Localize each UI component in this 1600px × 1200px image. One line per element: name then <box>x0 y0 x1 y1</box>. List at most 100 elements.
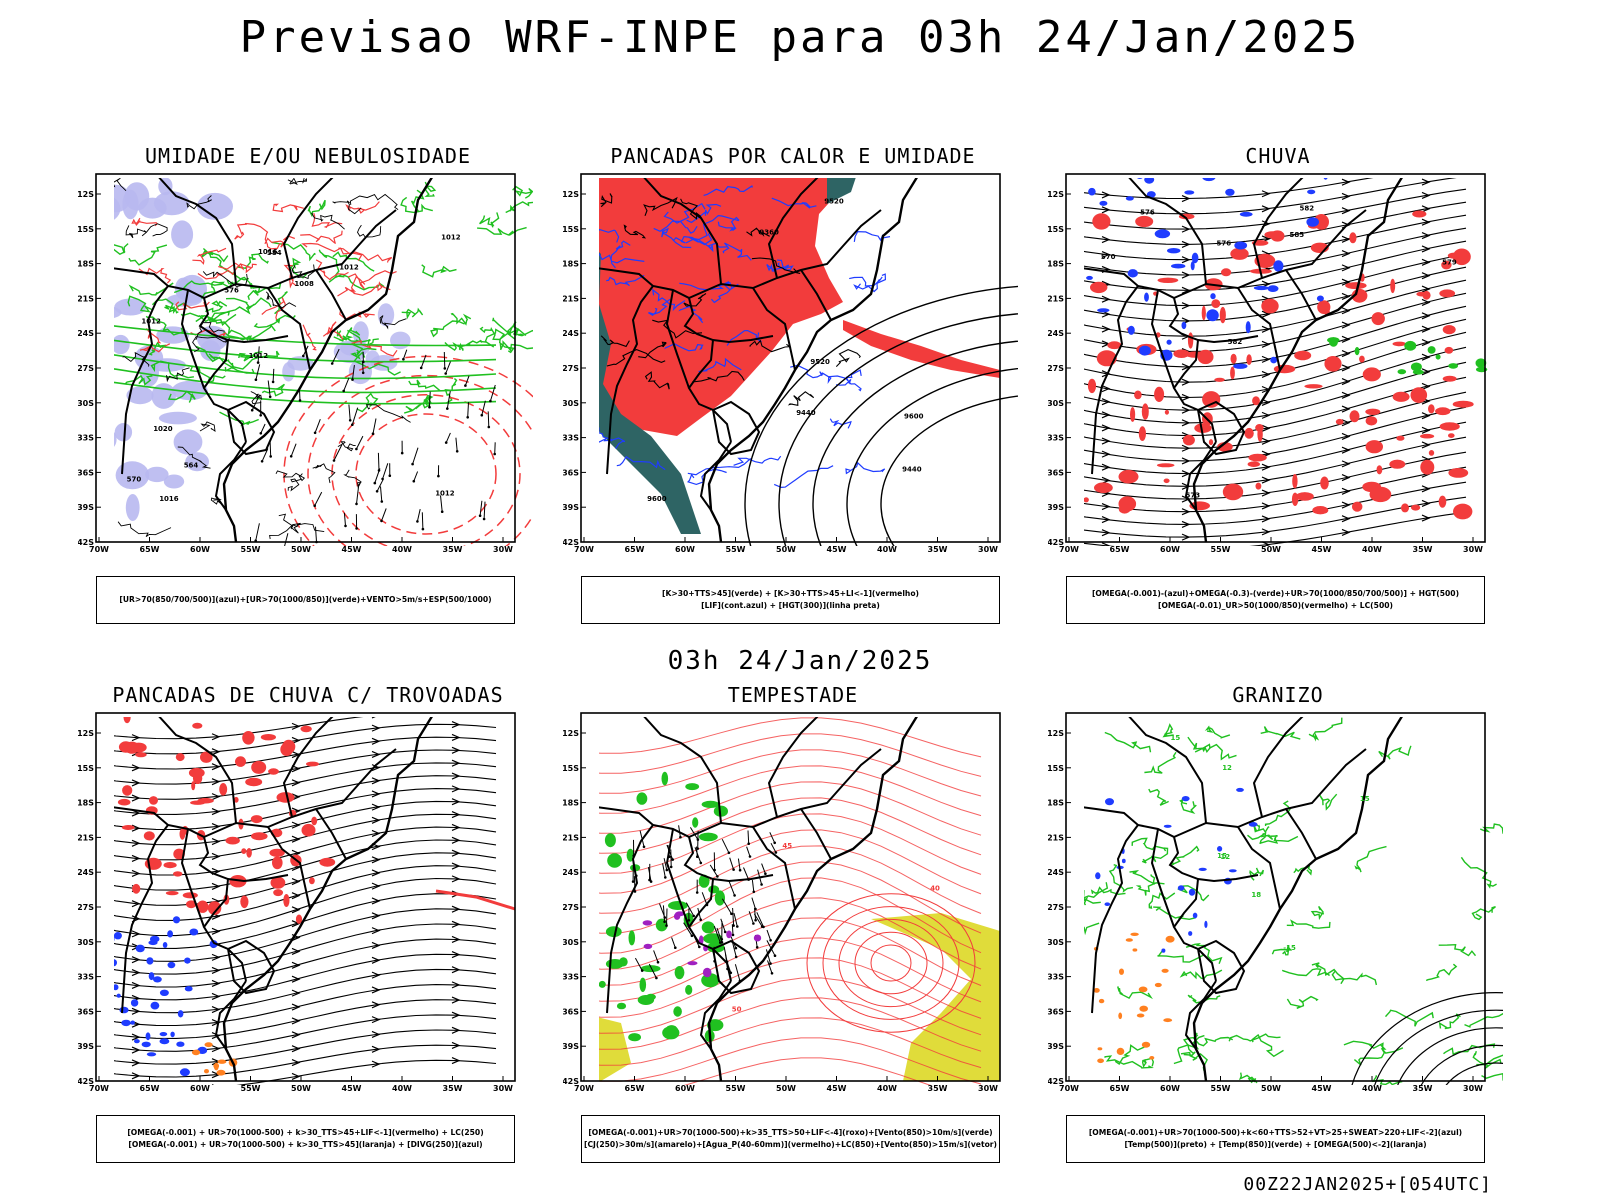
contour-label: 40 <box>930 885 940 893</box>
wind-vector <box>257 346 260 363</box>
legend-line: [UR>70(850/700/500)](azul)+[UR>70(1000/8… <box>119 595 492 604</box>
temp-850-contour-green <box>1438 943 1477 957</box>
lon-tick-label: 65W <box>1110 545 1130 554</box>
state-border <box>114 806 289 883</box>
lon-tick-label: 50W <box>1261 1084 1281 1093</box>
state-border <box>687 878 732 982</box>
rain-area-green <box>1354 347 1360 356</box>
stream-arrow <box>1421 298 1431 306</box>
thickness-ring-red <box>331 394 521 546</box>
lat-tick-label: 12S <box>78 729 94 738</box>
wind-vector <box>487 411 490 428</box>
humidity-area-blue <box>114 184 131 213</box>
stream-arrow <box>291 1031 301 1039</box>
humidity-area-blue <box>158 178 173 196</box>
level-850-streamline-red <box>599 797 982 856</box>
stream-arrow <box>1261 398 1271 406</box>
state-border <box>1172 339 1217 443</box>
temp-850-contour-green <box>1476 1054 1503 1066</box>
omega-area-orange <box>1116 1047 1125 1055</box>
contour-label: 1020 <box>153 425 173 433</box>
state-border <box>315 808 347 860</box>
state-border <box>599 267 774 344</box>
geopotential-contour <box>643 196 678 216</box>
stream-arrow <box>451 996 461 1004</box>
rain-area-red <box>1107 341 1122 350</box>
wind-vector-head <box>440 510 444 513</box>
humidity-contour-green <box>492 317 527 337</box>
instability-band-red <box>843 320 1000 378</box>
storm-area-orange <box>217 1059 227 1064</box>
geopotential-contour <box>680 198 702 220</box>
wind-vector <box>269 441 272 457</box>
divergence-area-blue <box>121 1019 131 1027</box>
hail-area-blue <box>1105 798 1114 806</box>
rain-area-red <box>1335 418 1344 425</box>
temp-850-contour-green <box>1464 1012 1503 1028</box>
state-border <box>158 178 237 285</box>
wind-vector <box>746 846 751 857</box>
stream-arrow <box>291 835 301 843</box>
stream-arrow <box>211 823 221 831</box>
divergence-area-blue <box>130 999 139 1007</box>
omega-area-orange <box>1119 968 1124 975</box>
stream-arrow <box>211 1005 221 1014</box>
wind-vector-head <box>699 918 702 921</box>
lon-tick-label: 65W <box>140 545 160 554</box>
wind-vector-head <box>298 399 302 402</box>
wind-vector-head <box>271 380 275 384</box>
lon-tick-label: 65W <box>1110 1084 1130 1093</box>
stream-arrow <box>291 821 301 829</box>
streamline <box>1084 436 1467 487</box>
temp-850-contour-green <box>1084 922 1100 936</box>
humidity-area-blue <box>171 220 194 249</box>
level-850-streamline-red <box>599 937 982 1003</box>
wind-vector-head <box>444 372 448 375</box>
state-border <box>643 717 722 824</box>
rain-area-red <box>1365 408 1381 415</box>
state-border <box>214 441 247 511</box>
humidity-contour-green <box>332 251 375 272</box>
divergence-area-blue <box>209 940 218 949</box>
state-border <box>267 287 311 371</box>
stream-arrow <box>1101 437 1111 445</box>
lifted-index-contour-blue <box>663 202 706 224</box>
stream-arrow <box>291 989 301 997</box>
geopotential-contour <box>835 348 861 367</box>
wind-vector-head <box>493 452 497 456</box>
contour-label: 15 <box>1217 852 1227 860</box>
lon-tick-label: 70W <box>574 545 594 554</box>
stream-arrow <box>1341 405 1351 413</box>
rain-area-red <box>1185 351 1206 358</box>
rain-area-blue <box>1184 190 1195 195</box>
wind-vector-head <box>480 413 484 417</box>
stream-arrow <box>371 737 381 745</box>
stream-arrow <box>451 875 461 883</box>
pressure-contour-black <box>192 336 230 353</box>
stream-arrow <box>1421 178 1431 186</box>
wind-vector-head <box>669 865 673 869</box>
wind-vector-head <box>355 502 358 506</box>
temp-850-contour-green <box>1141 847 1169 864</box>
storm-area-red <box>311 816 318 826</box>
hail-area-blue <box>1163 824 1172 828</box>
humidity-area-blue <box>171 380 208 401</box>
jet-stream-area-yellow <box>599 1017 631 1081</box>
rain-area-blue <box>1127 325 1135 335</box>
omega-area-orange <box>1136 1013 1145 1018</box>
rain-area-red <box>1448 433 1455 438</box>
stream-arrow <box>371 941 381 950</box>
rain-area-blue <box>1239 211 1253 217</box>
lon-tick-label: 70W <box>1059 545 1079 554</box>
level-850-streamline-red <box>599 813 982 875</box>
wind-850-area-green <box>685 783 700 791</box>
rain-area-red <box>1312 506 1329 515</box>
rain-area-blue <box>1166 339 1172 345</box>
temp-850-contour-green <box>1331 970 1378 986</box>
wind-vector <box>694 847 702 864</box>
lat-tick-label: 27S <box>78 364 94 373</box>
stream-arrow <box>1341 335 1351 343</box>
wind-vector <box>662 863 666 878</box>
